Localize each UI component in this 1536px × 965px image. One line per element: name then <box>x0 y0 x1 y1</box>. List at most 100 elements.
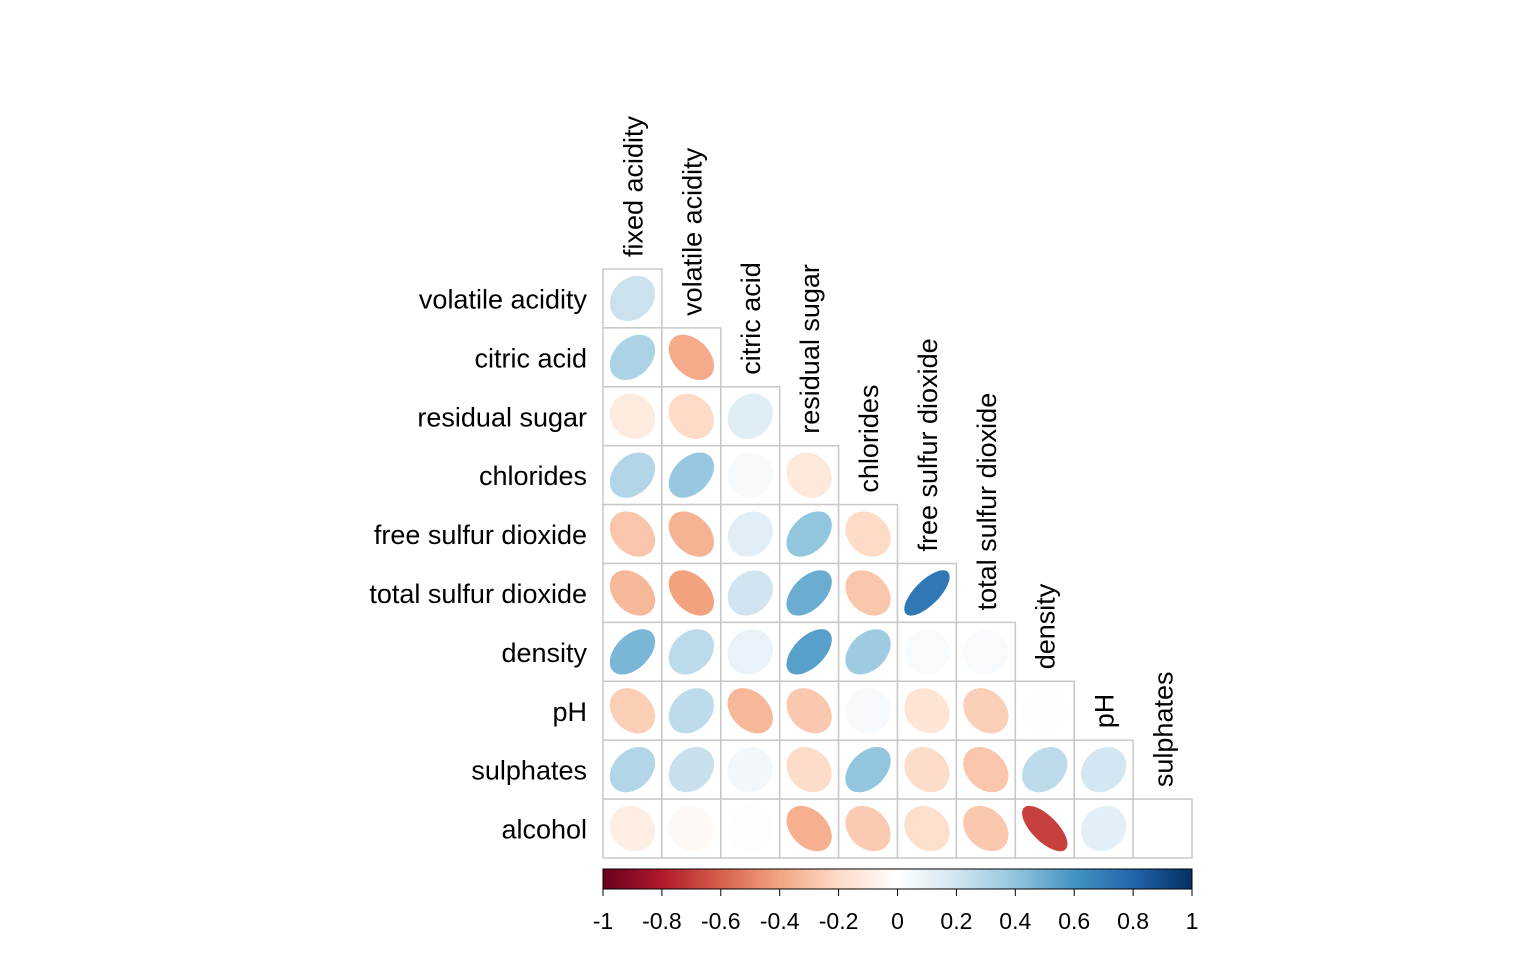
cell-alcohol-sulphates <box>1132 798 1193 859</box>
cell-free-sulfur-dioxide-citric-acid <box>720 503 781 565</box>
correlation-ellipse <box>609 275 656 322</box>
row-label-total-sulfur-dioxide: total sulfur dioxide <box>369 579 587 609</box>
cell-chlorides-residual-sugar <box>778 444 840 506</box>
correlation-ellipse <box>786 747 832 793</box>
cell-alcohol-fixed-acidity <box>602 798 663 859</box>
correlation-ellipse <box>786 511 832 557</box>
cell-density-free-sulfur-dioxide <box>896 621 958 683</box>
correlation-ellipse <box>609 452 656 498</box>
correlation-ellipse <box>1022 747 1068 793</box>
cell-total-sulfur-dioxide-fixed-acidity <box>602 562 663 624</box>
cell-alcohol-ph <box>1073 798 1134 859</box>
correlation-ellipse <box>1081 805 1127 852</box>
correlation-ellipse <box>727 452 773 498</box>
cell-alcohol-residual-sugar <box>778 798 840 859</box>
cell-sulphates-total-sulfur-dioxide <box>955 739 1017 800</box>
row-label-citric-acid: citric acid <box>474 343 587 373</box>
correlation-ellipse <box>609 511 656 557</box>
cell-sulphates-volatile-acidity <box>661 739 722 800</box>
cell-alcohol-density <box>1014 798 1075 859</box>
row-label-alcohol: alcohol <box>501 815 587 845</box>
cell-free-sulfur-dioxide-volatile-acidity <box>661 503 722 565</box>
cell-alcohol-total-sulfur-dioxide <box>955 798 1017 859</box>
cell-sulphates-residual-sugar <box>778 739 840 800</box>
cell-sulphates-free-sulfur-dioxide <box>896 739 958 800</box>
cell-free-sulfur-dioxide-residual-sugar <box>778 503 840 565</box>
cell-chlorides-fixed-acidity <box>602 444 663 506</box>
cell-chlorides-citric-acid <box>720 444 781 506</box>
cell-sulphates-citric-acid <box>720 739 781 800</box>
cell-alcohol-citric-acid <box>720 798 781 859</box>
cell-ph-citric-acid <box>720 680 781 741</box>
correlation-ellipse <box>904 688 950 734</box>
cell-alcohol-chlorides <box>837 798 899 859</box>
correlation-ellipse <box>609 570 656 616</box>
correlation-ellipse <box>963 629 1009 675</box>
color-scale-tick-label: -0.6 <box>701 908 741 934</box>
correlation-ellipse <box>668 334 714 380</box>
cell-alcohol-volatile-acidity <box>661 798 722 859</box>
correlation-ellipse <box>786 688 832 734</box>
correlation-ellipse <box>609 688 656 734</box>
correlation-ellipse <box>668 629 714 675</box>
row-labels: volatile acidity citric acid residual suga… <box>369 284 587 844</box>
color-scale-tick-label: -0.2 <box>819 908 859 934</box>
cell-citric-acid-fixed-acidity <box>602 327 663 388</box>
row-label-residual-sugar: residual sugar <box>417 402 587 432</box>
column-label-volatile-acidity: volatile acidity <box>677 147 707 316</box>
color-scale-tick-label: 0.4 <box>999 908 1031 934</box>
cell-residual-sugar-citric-acid <box>720 386 781 447</box>
correlation-ellipse <box>727 511 773 557</box>
correlation-ellipse <box>727 393 773 439</box>
correlation-ellipse <box>1022 805 1068 852</box>
color-scale-tick-label: 0.8 <box>1117 908 1149 934</box>
cell-total-sulfur-dioxide-residual-sugar <box>778 562 840 624</box>
correlation-ellipse <box>963 805 1009 852</box>
correlation-ellipse <box>668 688 714 734</box>
correlation-ellipse <box>904 747 950 793</box>
color-scale-bar <box>602 868 1193 890</box>
cell-sulphates-chlorides <box>837 739 899 800</box>
correlation-ellipse <box>609 629 656 675</box>
cell-chlorides-volatile-acidity <box>661 444 722 506</box>
correlation-ellipse <box>845 570 891 616</box>
cell-ph-chlorides <box>837 680 899 741</box>
correlation-ellipse <box>963 747 1009 793</box>
correlation-ellipse <box>668 511 714 557</box>
row-label-chlorides: chlorides <box>479 461 587 491</box>
correlation-ellipse <box>786 629 832 675</box>
correlation-ellipse <box>904 629 950 675</box>
row-label-density: density <box>501 638 587 668</box>
correlation-ellipse <box>904 805 950 852</box>
cell-density-citric-acid <box>720 621 781 683</box>
cell-ph-residual-sugar <box>778 680 840 741</box>
correlation-ellipse <box>845 688 891 734</box>
correlation-ellipse <box>727 629 773 675</box>
correlation-ellipse <box>609 805 656 852</box>
cell-density-total-sulfur-dioxide <box>955 621 1017 683</box>
cell-density-residual-sugar <box>778 621 840 683</box>
correlation-ellipse <box>668 805 714 852</box>
correlation-ellipse <box>727 688 773 734</box>
column-labels: fixed acidity volatile acidity citric acid… <box>618 115 1178 787</box>
correlation-ellipse <box>845 511 891 557</box>
correlation-ellipse <box>727 570 773 616</box>
column-label-chlorides: chlorides <box>854 385 884 493</box>
cell-ph-volatile-acidity <box>661 680 722 741</box>
cell-residual-sugar-fixed-acidity <box>602 386 663 447</box>
row-label-volatile-acidity: volatile acidity <box>419 284 588 314</box>
cell-residual-sugar-volatile-acidity <box>661 386 722 447</box>
color-scale-tick-label: -0.4 <box>760 908 800 934</box>
column-label-free-sulfur-dioxide: free sulfur dioxide <box>913 338 943 551</box>
correlation-ellipse <box>668 452 714 498</box>
correlation-ellipse <box>668 747 714 793</box>
row-label-ph: pH <box>552 697 587 727</box>
color-scale-tick-label: 1 <box>1186 908 1199 934</box>
column-label-ph: pH <box>1090 694 1120 729</box>
correlation-ellipse <box>786 452 832 498</box>
cell-citric-acid-volatile-acidity <box>661 327 722 388</box>
correlation-ellipse <box>727 805 773 852</box>
cell-alcohol-free-sulfur-dioxide <box>896 798 958 859</box>
cell-sulphates-fixed-acidity <box>602 739 663 800</box>
